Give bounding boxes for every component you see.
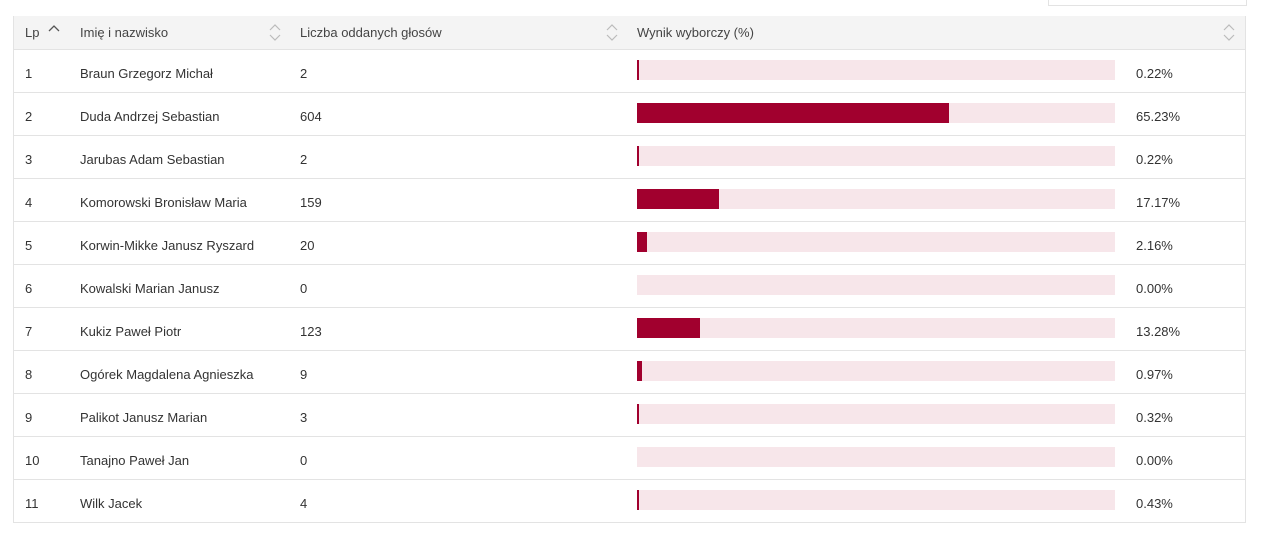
result-percent: 65.23% xyxy=(1136,109,1181,124)
vote-count: 4 xyxy=(300,496,308,511)
result-bar-track xyxy=(637,60,1115,80)
table-row: 10 Tanajno Paweł Jan 0 0.00% xyxy=(14,437,1245,480)
vote-count: 20 xyxy=(300,238,315,253)
result-percent: 17.17% xyxy=(1136,195,1181,210)
candidate-name: Braun Grzegorz Michał xyxy=(80,66,213,81)
row-number: 4 xyxy=(25,195,33,210)
row-number: 7 xyxy=(25,324,33,339)
result-bar-fill xyxy=(637,60,639,80)
sort-unsorted-icon[interactable] xyxy=(605,24,619,42)
column-header-lp[interactable]: Lp xyxy=(25,16,60,49)
result-bar-track xyxy=(637,318,1115,338)
result-bar-fill xyxy=(637,232,648,252)
candidate-name: Palikot Janusz Marian xyxy=(80,410,208,425)
candidate-name: Komorowski Bronisław Maria xyxy=(80,195,247,210)
column-header-result-label: Wynik wyborczy (%) xyxy=(637,25,754,40)
vote-count: 2 xyxy=(300,66,308,81)
candidate-name: Kowalski Marian Janusz xyxy=(80,281,220,296)
results-table: Lp Imię i nazwisko Liczba oddanych głosó… xyxy=(13,16,1246,523)
sort-ascending-icon xyxy=(48,25,60,32)
table-body: 1 Braun Grzegorz Michał 2 0.22% 2 Duda Andrze… xyxy=(14,50,1245,522)
result-bar-track xyxy=(637,103,1115,123)
row-number: 3 xyxy=(25,152,33,167)
result-bar-track xyxy=(637,361,1115,381)
row-number: 11 xyxy=(25,496,39,511)
result-percent: 2.16% xyxy=(1136,238,1173,253)
result-bar-track xyxy=(637,189,1115,209)
column-header-votes-label: Liczba oddanych głosów xyxy=(300,25,442,40)
result-bar-fill xyxy=(637,490,640,510)
search-box-edge xyxy=(1048,0,1247,6)
candidate-name: Jarubas Adam Sebastian xyxy=(80,152,225,167)
table-row: 11 Wilk Jacek 4 0.43% xyxy=(14,480,1245,522)
row-number: 8 xyxy=(25,367,33,382)
column-header-lp-label: Lp xyxy=(25,25,40,40)
candidate-name: Kukiz Paweł Piotr xyxy=(80,324,182,339)
sort-unsorted-icon[interactable] xyxy=(268,24,282,42)
table-row: 1 Braun Grzegorz Michał 2 0.22% xyxy=(14,50,1245,93)
result-bar-fill xyxy=(637,146,639,166)
candidate-name: Duda Andrzej Sebastian xyxy=(80,109,220,124)
row-number: 5 xyxy=(25,238,33,253)
table-header: Lp Imię i nazwisko Liczba oddanych głosó… xyxy=(14,16,1245,50)
result-bar-fill xyxy=(637,361,642,381)
result-bar-fill xyxy=(637,318,701,338)
table-row: 3 Jarubas Adam Sebastian 2 0.22% xyxy=(14,136,1245,179)
vote-count: 9 xyxy=(300,367,308,382)
column-header-votes[interactable]: Liczba oddanych głosów xyxy=(300,16,442,49)
vote-count: 2 xyxy=(300,152,308,167)
vote-count: 123 xyxy=(300,324,322,339)
result-percent: 13.28% xyxy=(1136,324,1181,339)
result-bar-track xyxy=(637,275,1115,295)
row-number: 1 xyxy=(25,66,33,81)
candidate-name: Tanajno Paweł Jan xyxy=(80,453,190,468)
vote-count: 0 xyxy=(300,453,308,468)
table-row: 5 Korwin-Mikke Janusz Ryszard 20 2.16% xyxy=(14,222,1245,265)
result-bar-fill xyxy=(637,404,639,424)
candidate-name: Wilk Jacek xyxy=(80,496,143,511)
result-bar-fill xyxy=(637,103,949,123)
row-number: 10 xyxy=(25,453,40,468)
result-percent: 0.00% xyxy=(1136,281,1173,296)
row-number: 2 xyxy=(25,109,33,124)
result-percent: 0.43% xyxy=(1136,496,1173,511)
result-percent: 0.32% xyxy=(1136,410,1173,425)
candidate-name: Ogórek Magdalena Agnieszka xyxy=(80,367,254,382)
row-number: 6 xyxy=(25,281,33,296)
result-bar-track xyxy=(637,146,1115,166)
result-percent: 0.97% xyxy=(1136,367,1173,382)
table-row: 7 Kukiz Paweł Piotr 123 13.28% xyxy=(14,308,1245,351)
result-percent: 0.22% xyxy=(1136,152,1173,167)
sort-unsorted-icon[interactable] xyxy=(1222,24,1236,42)
vote-count: 159 xyxy=(300,195,322,210)
result-bar-track xyxy=(637,404,1115,424)
result-bar-fill xyxy=(637,189,720,209)
column-header-name[interactable]: Imię i nazwisko xyxy=(80,16,168,49)
vote-count: 3 xyxy=(300,410,308,425)
table-row: 4 Komorowski Bronisław Maria 159 17.17% xyxy=(14,179,1245,222)
table-row: 2 Duda Andrzej Sebastian 604 65.23% xyxy=(14,93,1245,136)
vote-count: 0 xyxy=(300,281,308,296)
result-bar-track xyxy=(637,490,1115,510)
result-bar-track xyxy=(637,447,1115,467)
table-row: 9 Palikot Janusz Marian 3 0.32% xyxy=(14,394,1245,437)
result-percent: 0.00% xyxy=(1136,453,1173,468)
column-header-name-label: Imię i nazwisko xyxy=(80,25,169,40)
candidate-name: Korwin-Mikke Janusz Ryszard xyxy=(80,238,255,253)
row-number: 9 xyxy=(25,410,33,425)
result-bar-track xyxy=(637,232,1115,252)
column-header-result[interactable]: Wynik wyborczy (%) xyxy=(637,16,754,49)
table-row: 6 Kowalski Marian Janusz 0 0.00% xyxy=(14,265,1245,308)
table-row: 8 Ogórek Magdalena Agnieszka 9 0.97% xyxy=(14,351,1245,394)
vote-count: 604 xyxy=(300,109,322,124)
result-percent: 0.22% xyxy=(1136,66,1173,81)
